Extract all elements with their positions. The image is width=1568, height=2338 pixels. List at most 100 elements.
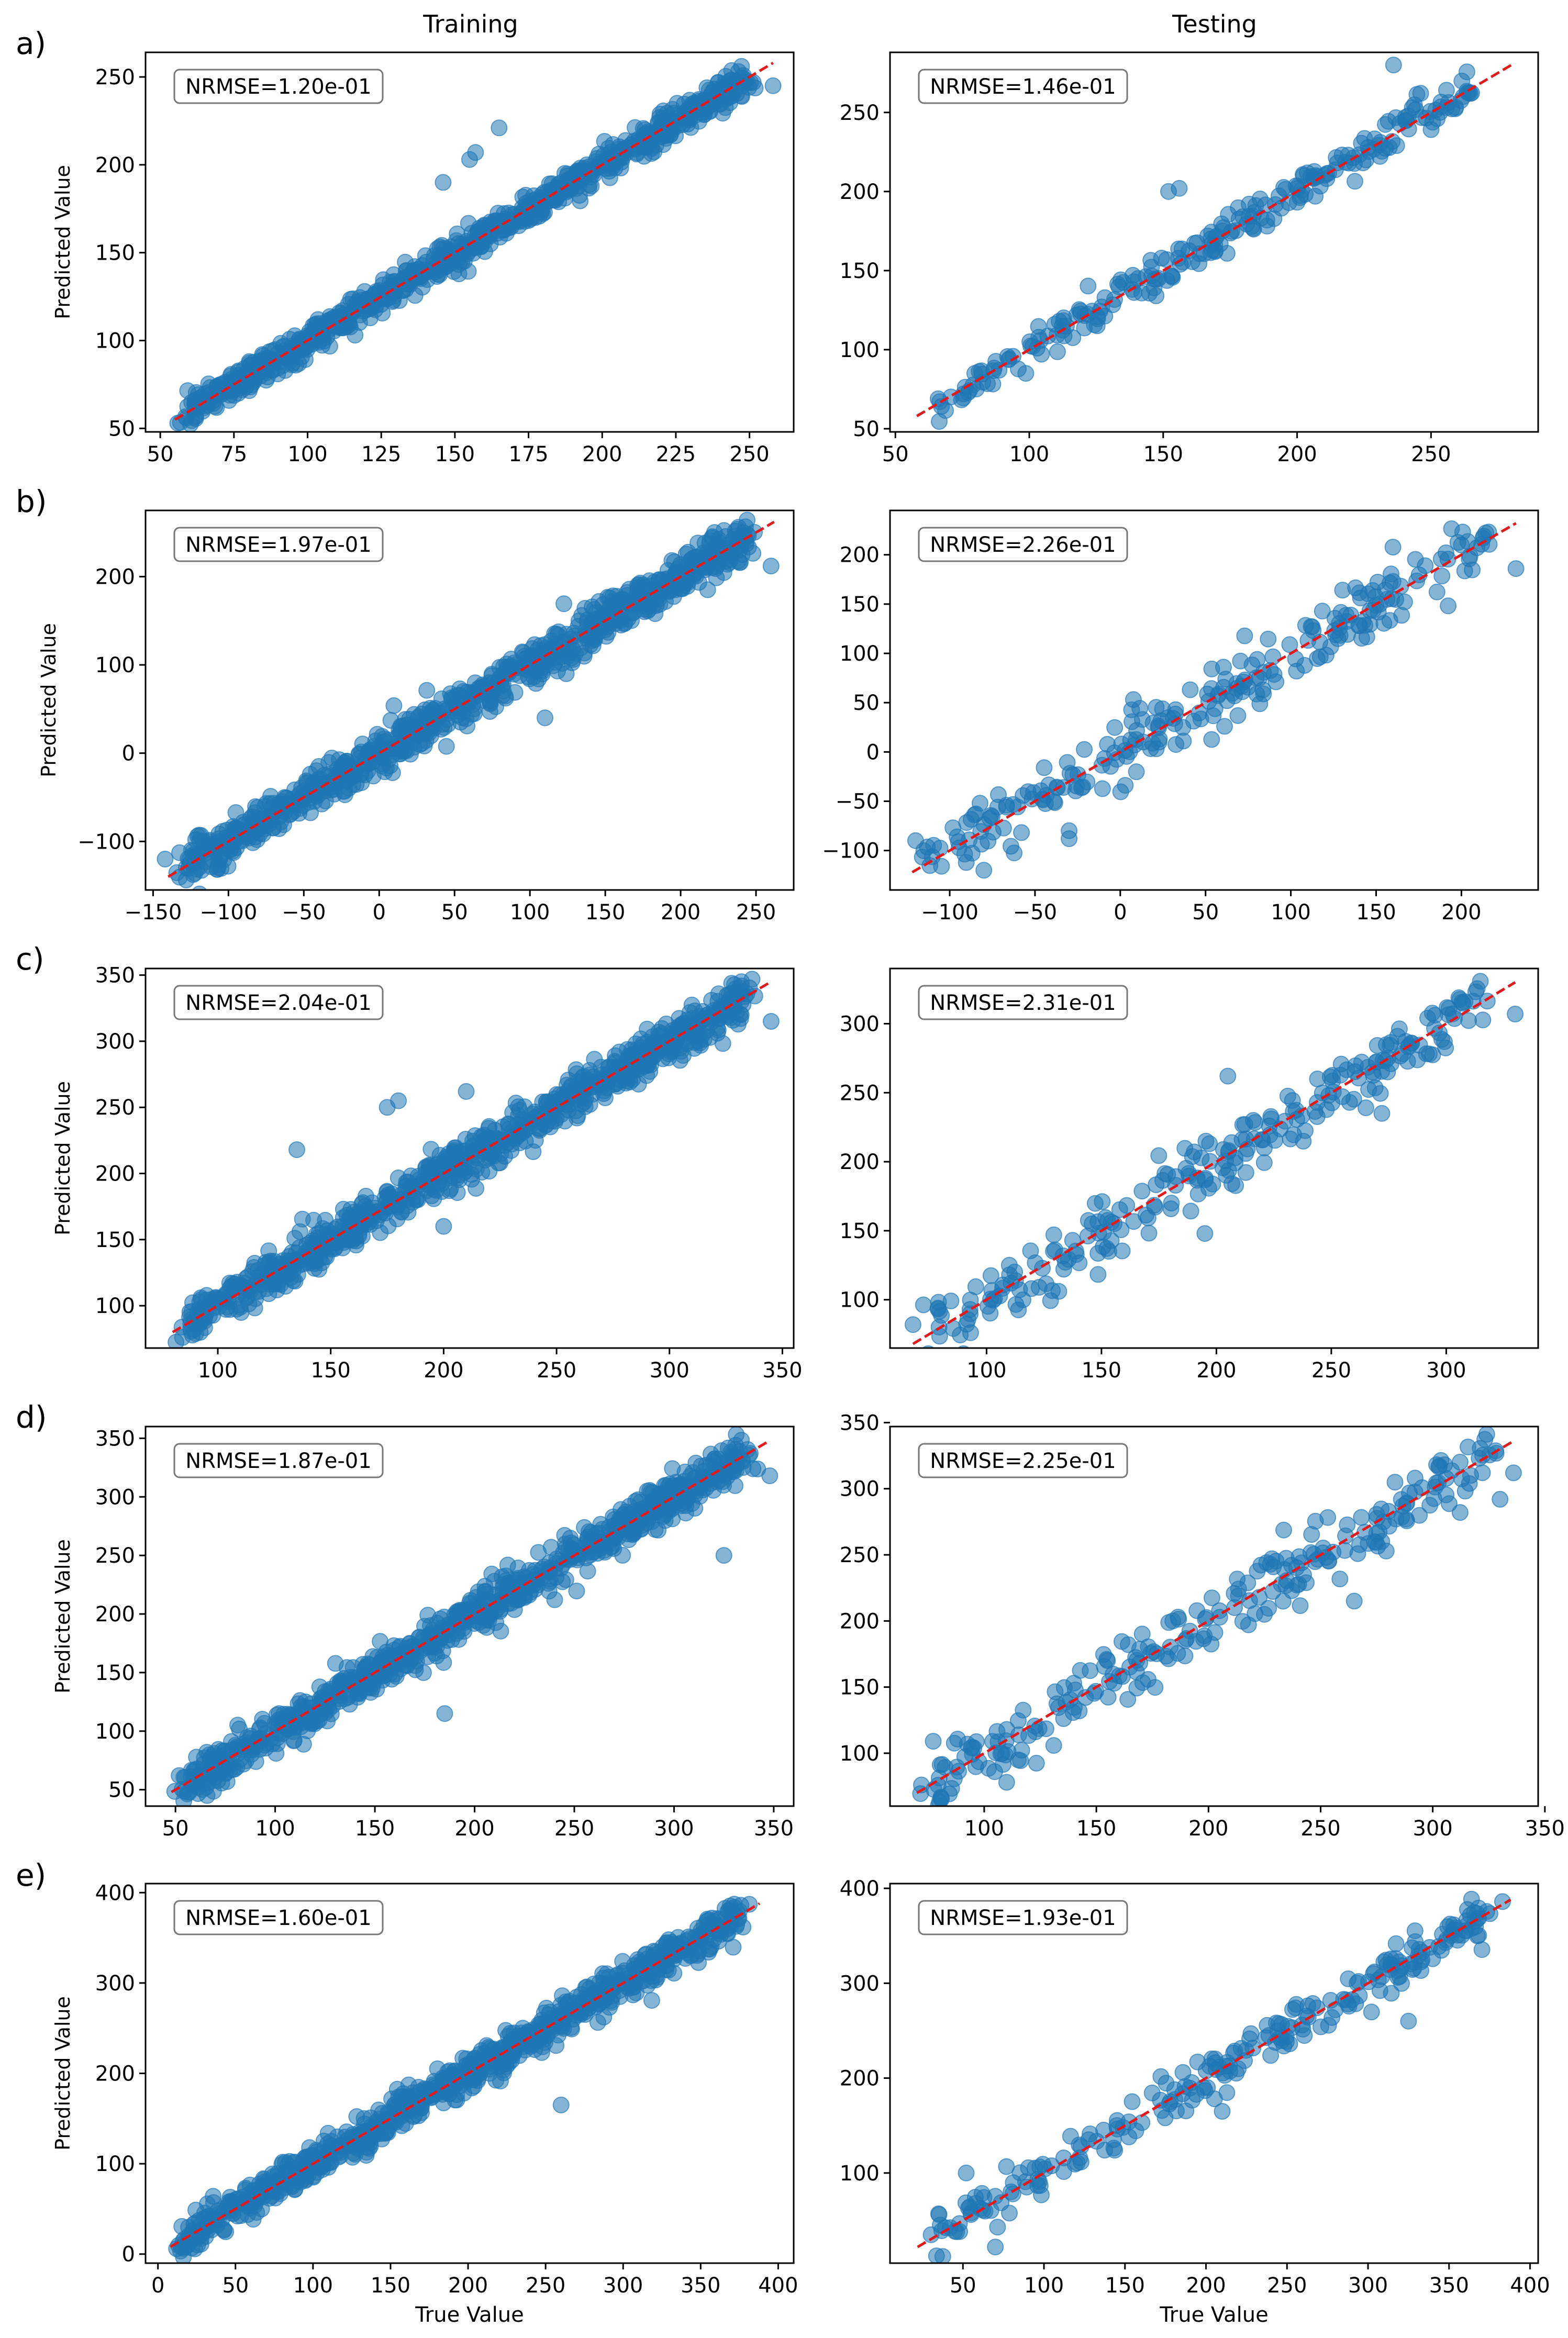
nrmse-annotation-box [173, 527, 384, 562]
data-point [467, 144, 484, 161]
data-point [1004, 348, 1021, 365]
data-point [1167, 736, 1185, 753]
data-point [404, 718, 421, 736]
data-point [568, 1061, 585, 1078]
data-point [1117, 777, 1134, 794]
data-point [1059, 754, 1076, 771]
data-point [246, 370, 263, 387]
data-point [411, 736, 428, 753]
data-point [1036, 759, 1053, 776]
data-point [1304, 618, 1321, 636]
data-point [1128, 1679, 1146, 1697]
data-point [563, 650, 580, 666]
data-point [721, 83, 738, 101]
data-point [744, 1460, 762, 1477]
data-point [243, 1746, 260, 1763]
nrmse-annotation: NRMSE=2.25e-01 [930, 1449, 1116, 1473]
y-tick-label: 0 [122, 742, 135, 766]
data-point [1147, 1679, 1164, 1696]
x-tick-label: 350 [1525, 1817, 1565, 1841]
data-point [252, 1719, 269, 1736]
diagonal-reference-line [172, 981, 772, 1333]
data-point [581, 176, 598, 193]
data-point [636, 121, 653, 139]
row-label-b: b) [16, 484, 47, 519]
data-point [730, 1016, 747, 1033]
data-point [1233, 683, 1251, 700]
data-point [1037, 795, 1054, 812]
data-point [1226, 1585, 1243, 1602]
y-tick-label: 50 [853, 691, 880, 715]
data-point [679, 1011, 696, 1028]
data-point [621, 1070, 639, 1087]
data-point [931, 413, 948, 430]
data-point [1148, 1176, 1165, 1194]
x-tick-label: −100 [921, 900, 978, 925]
data-point [238, 1289, 255, 1307]
axes-frame [889, 509, 1539, 891]
y-tick-label: 100 [840, 642, 880, 666]
data-point [508, 1584, 526, 1601]
data-point [600, 163, 618, 180]
data-point [1309, 1071, 1326, 1087]
scatter-points [907, 520, 1525, 879]
data-point [525, 1143, 542, 1160]
data-point [281, 331, 298, 348]
x-tick-label: 0 [373, 900, 386, 925]
data-point [1260, 630, 1277, 648]
data-point [536, 636, 553, 653]
data-point [364, 298, 381, 316]
data-point [709, 1450, 727, 1467]
data-point [944, 1320, 962, 1337]
data-point [1262, 1108, 1280, 1125]
y-tick-label: 150 [840, 259, 880, 283]
data-point [660, 1049, 677, 1066]
column-title-testing: Testing [1172, 10, 1257, 38]
data-point [1443, 520, 1460, 537]
x-tick-label: 100 [966, 1359, 1006, 1383]
data-point [1176, 1140, 1194, 1157]
data-point [1474, 1464, 1491, 1482]
y-tick-label: −100 [77, 830, 135, 854]
y-tick-label: 250 [95, 1096, 135, 1120]
scatter-points [929, 57, 1480, 430]
data-point [187, 831, 204, 848]
data-point [392, 1651, 409, 1668]
data-point [491, 119, 508, 137]
data-point [685, 567, 703, 584]
data-point [312, 1690, 329, 1707]
panel-c-testing: 100 150 200 250 300100150200250300NRMSE=2.31… [840, 967, 1539, 1383]
y-tick-label: 150 [95, 1661, 135, 1685]
y-tick-label: 100 [95, 653, 135, 677]
data-point [657, 1505, 674, 1522]
row-label-d: d) [16, 1399, 47, 1435]
x-tick-label: 100 [198, 1359, 238, 1383]
data-point [1383, 565, 1399, 583]
data-point [465, 700, 483, 717]
nrmse-annotation: NRMSE=2.31e-01 [930, 991, 1116, 1015]
data-point [390, 1092, 407, 1109]
y-tick-label: 200 [840, 1150, 880, 1174]
diagonal-reference-line [916, 64, 1513, 417]
x-tick-label: 250 [1300, 1817, 1340, 1841]
data-point [1267, 673, 1285, 691]
data-point [1234, 1613, 1251, 1630]
data-point [1159, 1166, 1176, 1183]
x-tick-label: 200 [582, 442, 622, 466]
data-point [1163, 1195, 1180, 1212]
axes-frame [889, 51, 1539, 433]
y-tick-label: 150 [95, 241, 135, 265]
data-point [1428, 583, 1445, 600]
data-point [979, 1298, 996, 1315]
x-tick-label: 0 [1114, 900, 1127, 925]
data-point [157, 851, 174, 867]
data-point [209, 1290, 226, 1307]
y-tick-label: 50 [853, 417, 880, 441]
data-point [557, 1571, 574, 1588]
data-point [1338, 607, 1355, 624]
y-tick-label: 100 [840, 1288, 880, 1312]
data-point [487, 1586, 504, 1604]
data-point [1158, 251, 1175, 268]
data-point [1428, 1474, 1445, 1491]
